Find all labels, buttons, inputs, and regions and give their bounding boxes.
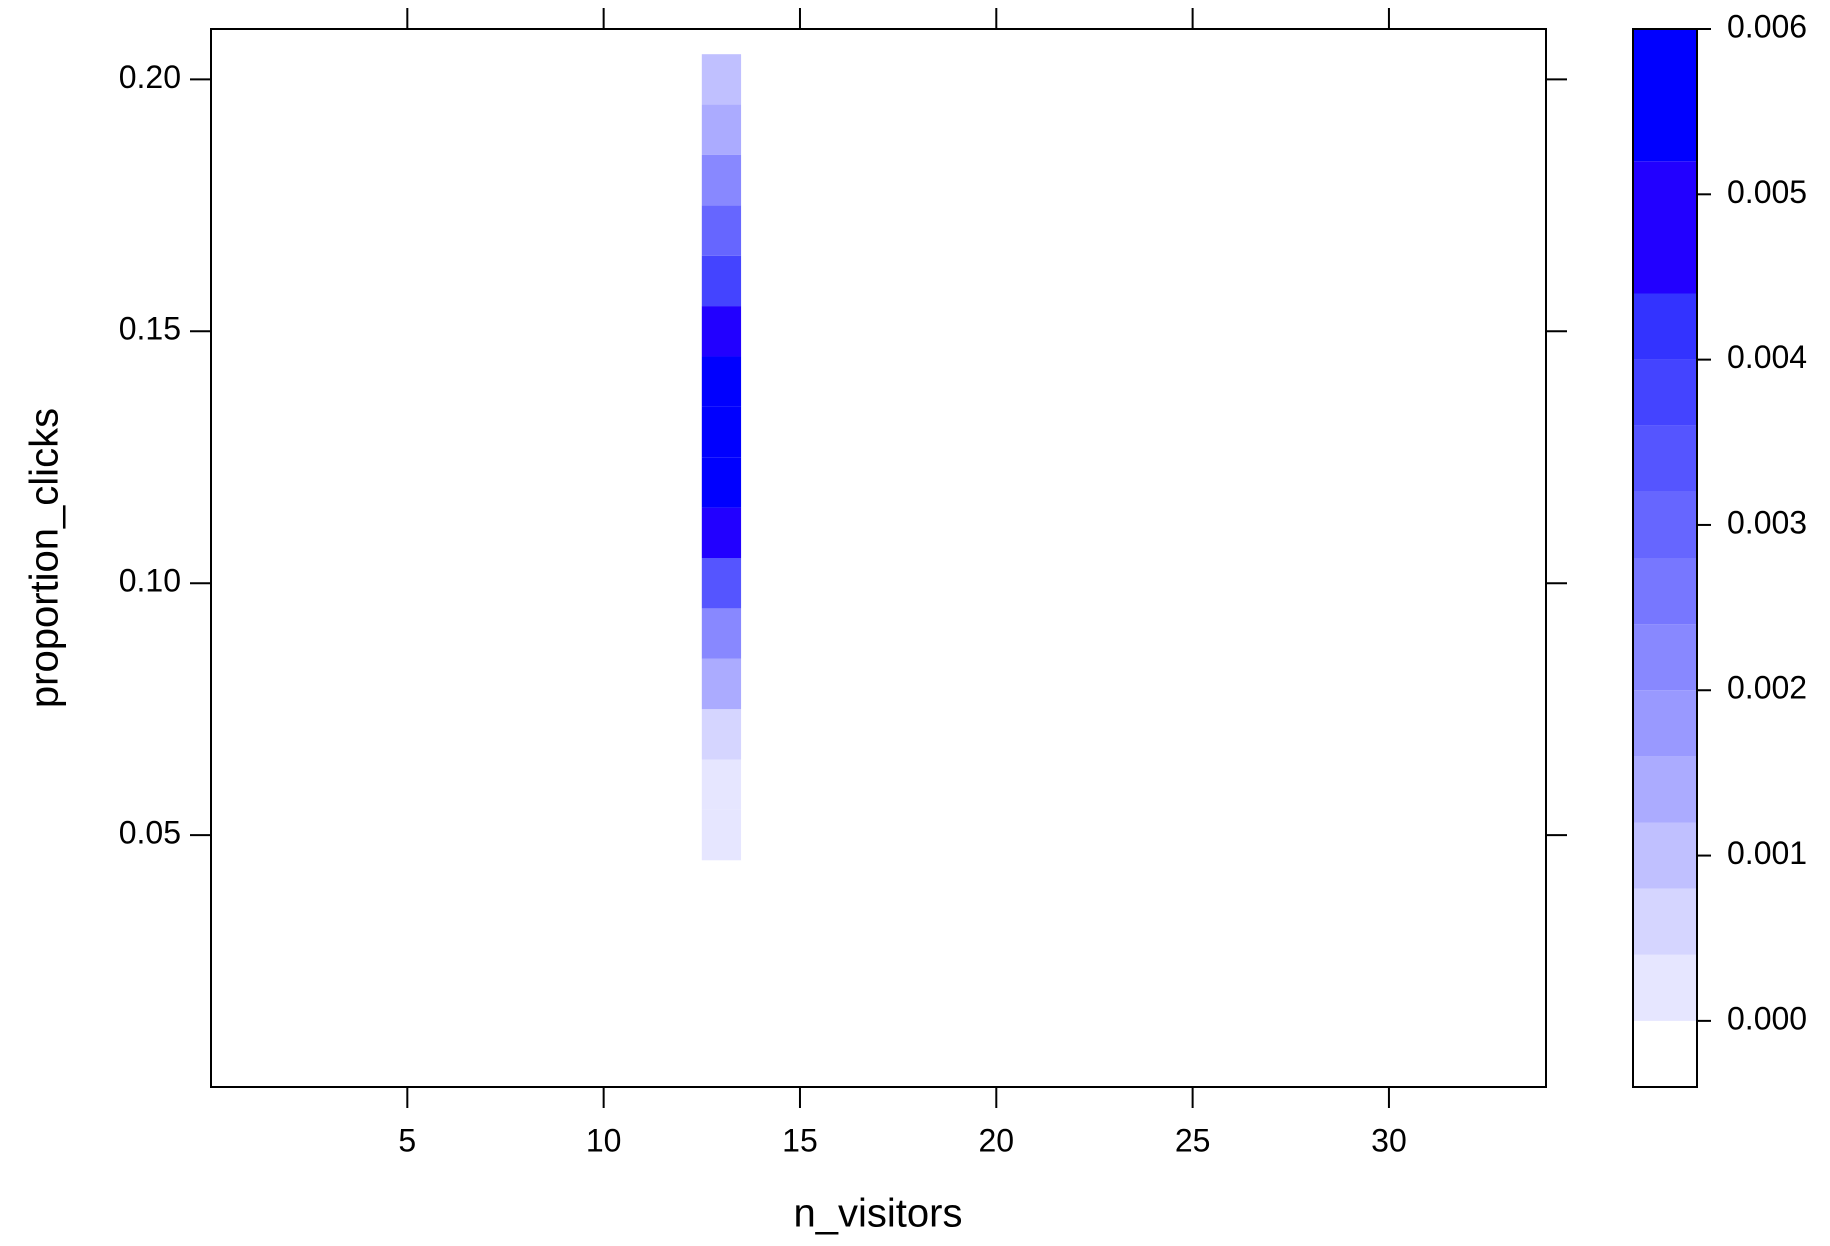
colorbar-band — [1633, 491, 1697, 558]
heat-cell — [701, 658, 742, 710]
x-tick-label: 15 — [782, 1122, 818, 1158]
colorbar-band — [1633, 624, 1697, 691]
heat-cell — [701, 255, 742, 307]
colorbar-tick-label: 0.005 — [1727, 174, 1807, 210]
colorbar-band — [1633, 29, 1697, 162]
colorbar-tick-label: 0.000 — [1727, 1000, 1807, 1036]
x-tick-label: 20 — [978, 1122, 1014, 1158]
heat-cell — [701, 507, 742, 558]
colorbar-band — [1633, 756, 1697, 823]
x-tick-label: 30 — [1371, 1122, 1407, 1158]
heat-cell — [701, 356, 742, 407]
colorbar-tick-label: 0.006 — [1727, 8, 1807, 44]
heat-cell — [701, 205, 742, 256]
plot-frame — [210, 28, 1547, 1088]
colorbar-tick-label: 0.004 — [1727, 339, 1807, 375]
colorbar-band — [1633, 425, 1697, 492]
colorbar-band — [1633, 161, 1697, 294]
colorbar-band — [1633, 822, 1697, 889]
x-tick-label: 10 — [586, 1122, 622, 1158]
x-tick-label: 25 — [1175, 1122, 1211, 1158]
heat-cell — [701, 558, 742, 609]
x-axis-title: n_visitors — [794, 1192, 963, 1236]
colorbar-tick-label: 0.002 — [1727, 670, 1807, 706]
y-tick-label: 0.05 — [119, 815, 181, 851]
colorbar-frame — [1632, 28, 1698, 1088]
heat-cell — [701, 809, 742, 861]
x-tick-label: 5 — [398, 1122, 416, 1158]
heat-cell — [701, 306, 742, 357]
heat-cell — [701, 608, 742, 659]
y-tick-label: 0.10 — [119, 563, 181, 599]
colorbar-tick-label: 0.003 — [1727, 504, 1807, 540]
y-tick-label: 0.15 — [119, 311, 181, 347]
heat-cell — [701, 759, 742, 810]
heat-cell — [701, 709, 742, 760]
colorbar-tick-label: 0.001 — [1727, 835, 1807, 871]
colorbar-band — [1633, 293, 1697, 360]
heat-cell — [701, 457, 742, 508]
heat-cell — [701, 104, 742, 155]
heat-cell — [701, 54, 742, 105]
colorbar-band — [1633, 1020, 1697, 1087]
heat-cell — [701, 154, 742, 206]
y-axis-title: proportion_clicks — [23, 408, 67, 708]
heat-cell — [701, 406, 742, 458]
colorbar-band — [1633, 558, 1697, 625]
colorbar-band — [1633, 888, 1697, 955]
colorbar-band — [1633, 359, 1697, 426]
colorbar-band — [1633, 954, 1697, 1021]
colorbar-band — [1633, 690, 1697, 757]
y-tick-label: 0.20 — [119, 59, 181, 95]
